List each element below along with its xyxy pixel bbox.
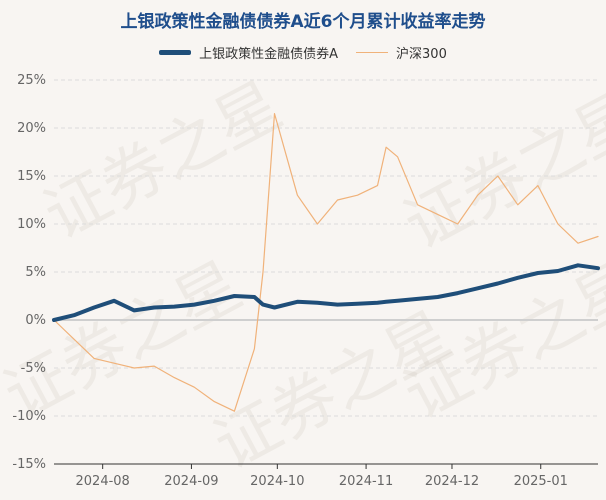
watermark-text: 证券之星 (33, 69, 294, 255)
y-tick-label: 10% (17, 217, 46, 232)
y-tick-label: 25% (17, 73, 46, 88)
x-tick-label: 2024-11 (339, 474, 393, 489)
legend: 上银政策性金融债债券A 沪深300 (0, 43, 606, 62)
x-tick-label: 2024-08 (76, 474, 130, 489)
series-lines (52, 112, 600, 412)
x-tick-label: 2024-12 (425, 474, 479, 489)
y-tick-label: 5% (25, 265, 46, 280)
y-tick-label: 20% (17, 121, 46, 136)
legend-label-index: 沪深300 (396, 47, 447, 62)
y-tick-label: -5% (21, 361, 46, 376)
series-line-fund (52, 263, 600, 322)
legend-item-index: 沪深300 (356, 43, 447, 62)
legend-swatch-index (356, 52, 389, 53)
x-tick-label: 2024-09 (164, 474, 218, 489)
y-tick-label: 15% (17, 169, 46, 184)
series-line-index (53, 112, 599, 412)
x-axis: 2024-08 2024-09 2024-10 2024-11 2024-12 2025-… (54, 463, 598, 489)
y-tick-label: -10% (12, 409, 46, 424)
x-tick-label: 2025-01 (514, 474, 568, 489)
gridlines (54, 79, 598, 465)
watermark-text: 证券之星 (393, 79, 606, 265)
y-tick-label: 0% (25, 313, 46, 328)
legend-swatch-fund (159, 50, 192, 55)
x-tick-label: 2024-10 (250, 474, 304, 489)
chart-title: 上银政策性金融债债券A近6个月累计收益率走势 (120, 12, 486, 32)
y-axis-labels: 25% 20% 15% 10% 5% 0% -5% -10% -15% (12, 73, 46, 472)
legend-label-fund: 上银政策性金融债债券A (199, 47, 339, 62)
legend-item-fund: 上银政策性金融债债券A (159, 43, 338, 62)
y-tick-label: -15% (12, 457, 46, 472)
